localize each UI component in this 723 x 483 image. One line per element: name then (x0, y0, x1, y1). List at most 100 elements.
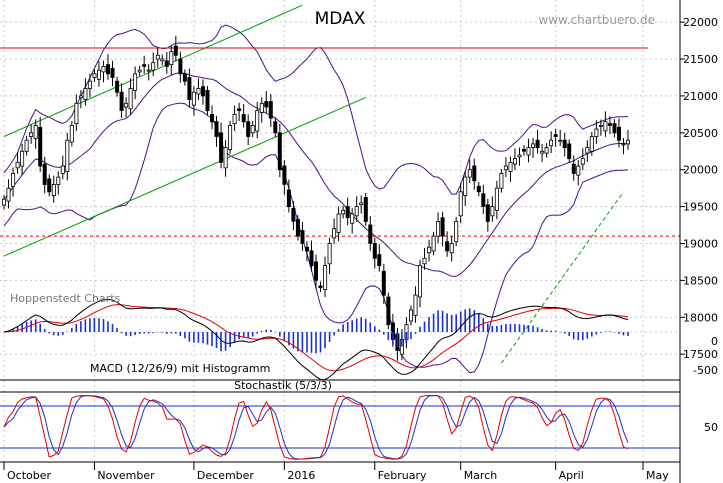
candle-body (47, 178, 52, 193)
macd-histogram-bar (523, 324, 525, 332)
candle-body (467, 169, 472, 178)
candle-body (540, 150, 545, 154)
candle-body (223, 147, 228, 169)
macd-histogram-bar (582, 332, 584, 341)
month-axis: October November December 2016 February March… (3, 462, 669, 482)
macd-histogram-bar (401, 332, 403, 347)
macd-histogram-bar (514, 323, 516, 332)
candle-body (74, 102, 79, 125)
candle-body (368, 224, 373, 244)
candle-body (33, 125, 38, 139)
price-tick-label: 18000 (683, 311, 718, 324)
candle-body (259, 102, 264, 113)
source-label: Hoppenstedt Charts (10, 292, 121, 305)
macd-histogram-bar (30, 320, 32, 332)
candle-body (336, 213, 341, 233)
macd-histogram-bar (107, 321, 109, 332)
macd-panel (0, 298, 680, 381)
candle-body (585, 147, 590, 154)
macd-histogram-bar (48, 332, 50, 334)
macd-histogram-bar (206, 332, 209, 345)
macd-histogram-bar (215, 332, 218, 348)
macd-histogram-bar (229, 332, 231, 348)
macd-histogram-bar (288, 332, 290, 346)
candle-body (417, 265, 422, 298)
candle-body (354, 206, 359, 217)
candle-body (291, 207, 296, 222)
candle-body (472, 165, 477, 182)
candle-body (115, 80, 120, 93)
macd-histogram-bar (410, 332, 412, 339)
stochastic-tick-label: 50 (704, 421, 718, 434)
macd-tick-label: -500 (693, 364, 718, 377)
candle-body (282, 165, 287, 185)
macd-histogram-bar (116, 328, 118, 332)
macd-histogram-bar (319, 332, 322, 353)
candle-body (20, 150, 25, 167)
price-tick-label: 20500 (683, 127, 718, 140)
candle-body (29, 132, 34, 137)
candle-body (83, 88, 88, 101)
candle-body (205, 90, 210, 112)
macd-histogram-bar (211, 332, 213, 347)
macd-histogram-bar (12, 328, 14, 332)
candle-body (38, 126, 43, 167)
candle-body (24, 139, 29, 152)
candle-body (182, 73, 187, 82)
macd-histogram-bar (591, 332, 593, 337)
macd-histogram-bar (52, 332, 55, 336)
macd-histogram-bar (98, 318, 100, 332)
macd-histogram-bar (220, 332, 222, 352)
macd-histogram-bar (260, 331, 263, 332)
candle-body (173, 45, 178, 56)
macd-histogram-bar (156, 332, 159, 333)
macd-histogram-bar (622, 332, 625, 336)
candle-body (87, 80, 92, 89)
candle-body (277, 132, 282, 171)
month-label: May (646, 469, 669, 482)
macd-histogram-bar (57, 332, 60, 336)
candle-body (250, 125, 255, 134)
candle-body (427, 246, 432, 254)
month-label: October (7, 469, 51, 482)
macd-histogram-bar (364, 318, 367, 332)
candle-body (621, 143, 626, 146)
candle-body (164, 60, 169, 67)
candle-body (200, 86, 205, 97)
macd-histogram-bar (297, 332, 299, 352)
candle-body (151, 62, 156, 71)
candle-body (133, 73, 138, 91)
bollinger-middle (3, 72, 629, 277)
macd-signal-line (3, 304, 629, 372)
candle-body (246, 121, 251, 137)
candle-body (56, 176, 61, 185)
macd-histogram-bar (125, 332, 127, 336)
price-tick-label: 21000 (683, 90, 718, 103)
macd-histogram-bar (500, 325, 503, 332)
macd-histogram-bar (147, 332, 150, 334)
macd-histogram-bar (328, 332, 331, 342)
price-tick-label: 17500 (683, 348, 718, 361)
candle-body (142, 64, 147, 67)
candle-body (494, 187, 499, 211)
price-tick-label: 20000 (683, 164, 718, 177)
macd-histogram-bar (93, 318, 96, 332)
macd-histogram-bar (455, 314, 457, 332)
macd-line (3, 298, 629, 381)
chart-title: MDAX (315, 9, 366, 29)
macd-histogram-bar (242, 332, 245, 338)
macd-histogram-bar (378, 329, 381, 332)
candle-body (42, 163, 47, 185)
macd-histogram-bar (613, 332, 616, 333)
macd-histogram-bar (509, 323, 512, 332)
candle-body (526, 147, 531, 156)
candle-body (363, 196, 368, 222)
macd-histogram-bar (541, 329, 543, 332)
macd-histogram-bar (577, 332, 580, 341)
candle-body (97, 69, 102, 80)
candle-body (15, 161, 20, 169)
candle-body (422, 257, 427, 265)
macd-histogram-bar (265, 329, 268, 332)
macd-histogram-bar (310, 332, 313, 353)
macd-histogram-bar (102, 319, 105, 332)
